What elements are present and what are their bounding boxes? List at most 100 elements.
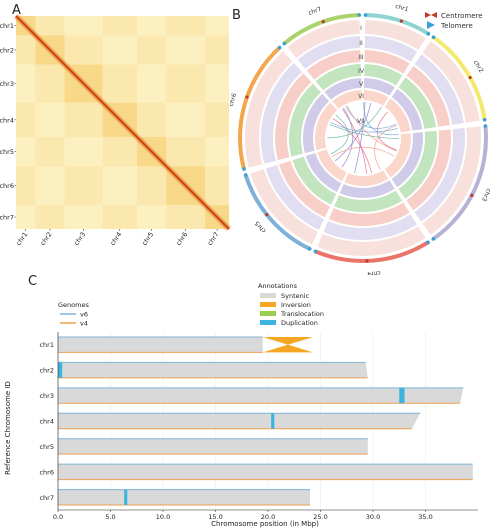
duplication-block: [271, 413, 275, 429]
circos-legend: Centromere Telomere: [425, 12, 483, 30]
heatmap-block: [205, 64, 229, 103]
circos-track-segment: [292, 156, 337, 205]
duplication-swatch: [260, 320, 276, 325]
synteny-y-tick-label: chr6: [39, 468, 54, 476]
synteny-row-chr6: chr6: [39, 463, 473, 481]
inversion-label: Inversion: [281, 301, 311, 309]
heatmap-row-label: chr5: [0, 148, 14, 156]
circos-track-segment: [315, 64, 362, 91]
telomere-marker: [482, 118, 487, 122]
synteny-row-chr4: chr4: [39, 412, 421, 430]
panel-letter-a: A: [12, 3, 21, 18]
legend-telomere: Telomere: [427, 21, 473, 30]
circos-chromosome-label: chr7: [307, 6, 322, 17]
circos-ideogram: [314, 240, 430, 263]
circos-link: [334, 102, 372, 162]
synteny-y-tick-label: chr7: [39, 494, 54, 502]
syntenic-block: [58, 413, 421, 429]
circos-track-segment: [245, 51, 293, 168]
synteny-y-tick-label: chr1: [39, 341, 54, 349]
circos-track-segment: [261, 63, 302, 164]
circos-ideogram: [365, 13, 430, 36]
heatmap-block: [16, 35, 36, 65]
heatmap-col-label: chr7: [206, 231, 221, 247]
circos-track-label: I: [360, 25, 362, 32]
circos-link: [345, 106, 397, 129]
circos-link: [341, 108, 367, 174]
heatmap-row-label: chr2: [0, 46, 14, 54]
heatmap-block: [64, 166, 103, 206]
synteny-x-tick-label: 25.0: [313, 513, 327, 521]
genome-v4-label: v4: [80, 320, 88, 328]
synteny-x-tick-label: 0.0: [53, 513, 63, 521]
heatmap-block: [102, 205, 137, 229]
heatmap-block: [205, 35, 229, 65]
heatmap-block: [64, 205, 103, 229]
synteny-row-chr7: chr7: [39, 489, 310, 506]
telomere-marker: [363, 13, 368, 17]
circos-track-segment: [364, 50, 410, 74]
synteny-y-tick-label: chr5: [39, 443, 54, 451]
inversion-swatch: [260, 302, 276, 307]
circos-track-segment: [414, 127, 465, 222]
telomere-marker: [431, 35, 436, 40]
telomere-marker: [426, 240, 430, 245]
circos-ideogram: [238, 46, 281, 170]
circos-track-segment: [287, 20, 360, 59]
translocation-label: Translocation: [280, 310, 324, 318]
legend-centromere-label: Centromere: [441, 12, 483, 20]
heatmap-block: [136, 102, 167, 137]
syntenic-block: [58, 362, 368, 378]
heatmap-block: [136, 205, 167, 229]
circos-track-segment: [297, 36, 361, 69]
circos-ideogram: [432, 35, 487, 121]
circos-track-segment: [363, 90, 389, 106]
heatmap-col-label: chr4: [109, 231, 124, 247]
circos-link: [330, 122, 398, 133]
synteny-x-tick-label: 30.0: [366, 513, 380, 521]
duplication-block: [399, 387, 405, 404]
hic-heatmap: chr1 chr2 chr3 chr4 chr5 chr6 chr7 chr1 chr2 chr3…: [0, 13, 232, 247]
genome-v6-label: v6: [80, 311, 88, 319]
heatmap-block: [35, 64, 65, 103]
heatmap-block: [16, 64, 36, 103]
telomere-marker: [282, 41, 287, 46]
synteny-plot: Genomes v6 v4 Annotations Syntenic Inver…: [4, 282, 478, 528]
circos-chromosome-label: chr2: [472, 59, 485, 74]
heatmap-block: [102, 16, 137, 36]
synteny-y-tick-label: chr2: [39, 367, 54, 375]
heatmap-block: [136, 35, 167, 65]
heatmap-block: [16, 205, 36, 229]
centromere-marker: [265, 213, 269, 217]
synteny-x-tick-label: 35.0: [418, 513, 432, 521]
circos-track-segment: [250, 169, 318, 245]
heatmap-row-label: chr6: [0, 182, 14, 190]
circos-track-segment: [265, 165, 324, 230]
synteny-y-tick-label: chr3: [39, 392, 54, 400]
heatmap-block: [35, 166, 65, 206]
circos-track-segment: [324, 78, 362, 100]
telomere-marker: [483, 124, 488, 128]
circos-track-segment: [317, 226, 426, 256]
circos-link: [326, 106, 382, 139]
heatmap-block: [64, 102, 103, 137]
circos-track-label: VII: [357, 118, 365, 125]
telomere-legend-icon: [427, 21, 435, 29]
circos-track-label: IV: [358, 68, 365, 75]
synteny-row-chr2: chr2: [39, 361, 368, 379]
heatmap-block: [166, 205, 206, 229]
duplication-block: [124, 489, 128, 505]
centromere-legend-icon: [425, 12, 437, 18]
telomere-marker: [313, 249, 318, 254]
telomere-marker: [426, 32, 431, 36]
circos-track-segment: [406, 65, 451, 127]
circos-chromosome-label: chr5: [253, 219, 267, 234]
centromere-marker: [468, 75, 472, 80]
circos-track-segment: [414, 54, 464, 125]
syntenic-block: [58, 337, 263, 353]
circos-chromosome-label: chr6: [230, 92, 238, 107]
circos-track-segment: [317, 149, 347, 182]
synteny-y-label: Reference Chromosome ID: [4, 381, 12, 475]
centromere-marker: [470, 193, 474, 197]
circos-track-segment: [339, 180, 395, 198]
